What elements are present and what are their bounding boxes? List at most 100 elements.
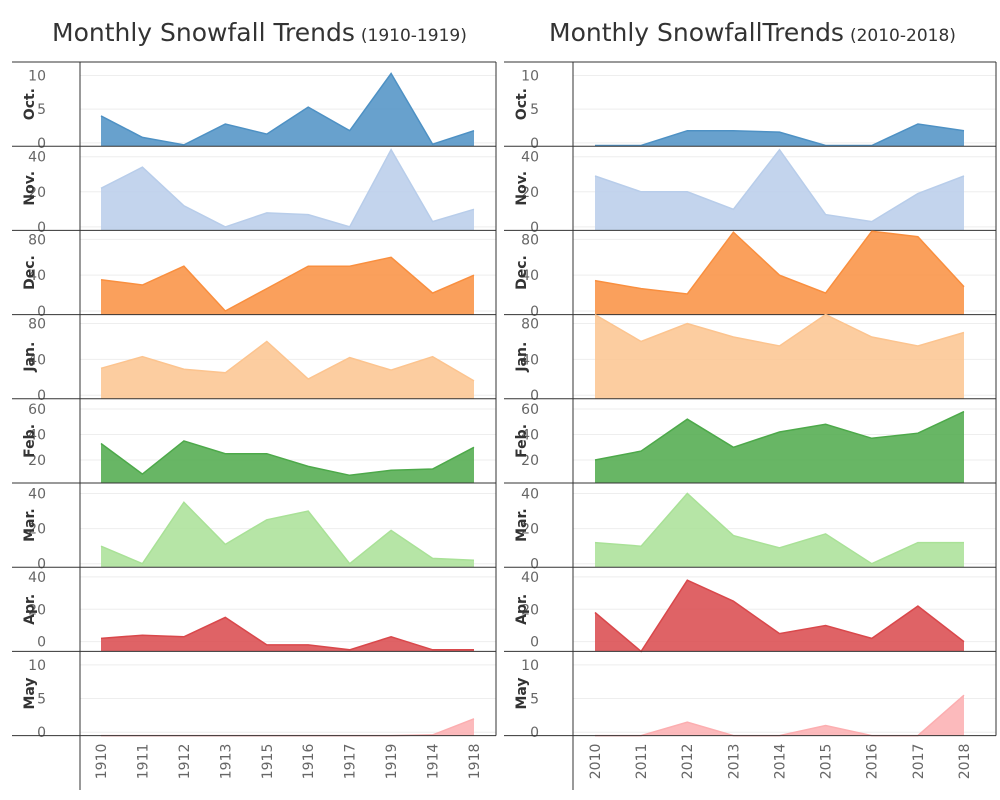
y-tick-label: 40	[28, 150, 46, 166]
y-tick-label: 0	[530, 635, 539, 651]
y-tick-label: 0	[530, 388, 539, 404]
y-tick-label: 80	[28, 317, 46, 333]
row-label: Jan.	[514, 342, 530, 373]
x-tick-label: 1915	[260, 744, 276, 780]
left-chart-title: Monthly Snowfall Trends (1910-1919)	[52, 18, 467, 47]
y-tick-label: 0	[37, 388, 46, 404]
row-label: May	[22, 677, 38, 709]
row-label: Jan.	[22, 342, 38, 373]
x-tick-label: 2016	[865, 744, 881, 780]
area-line	[100, 501, 475, 565]
x-tick-label: 2012	[680, 744, 696, 780]
y-tick-label: 0	[37, 136, 46, 152]
area-line	[594, 410, 965, 461]
y-tick-label: 40	[28, 428, 46, 444]
y-tick-label: 5	[530, 102, 539, 118]
area-1-oct	[595, 124, 964, 147]
y-tick-label: 0	[37, 635, 46, 651]
area-1-feb	[595, 411, 964, 483]
x-tick-label: 1914	[426, 744, 442, 780]
right-title-subtitle: (2010-2018)	[849, 26, 956, 46]
y-tick-label: 5	[530, 692, 539, 708]
y-tick-label: 20	[521, 453, 539, 469]
left-title-text: Monthly Snowfall Trends	[52, 18, 355, 47]
y-tick-label: 80	[521, 317, 539, 333]
y-tick-label: 0	[37, 304, 46, 320]
area-0-nov	[101, 149, 474, 231]
x-tick-label: 1917	[343, 744, 359, 780]
row-label: Dec.	[514, 255, 530, 290]
y-tick-label: 20	[28, 453, 46, 469]
y-tick-label: 40	[521, 352, 539, 368]
y-tick-label: 5	[37, 102, 46, 118]
y-tick-label: 0	[37, 725, 46, 741]
y-tick-label: 40	[521, 570, 539, 586]
row-label: Dec.	[22, 255, 38, 290]
x-tick-label: 1913	[218, 744, 234, 780]
x-tick-label: 2014	[773, 744, 789, 780]
x-tick-label: 1916	[301, 744, 317, 780]
y-tick-label: 10	[521, 658, 539, 674]
y-tick-label: 5	[37, 692, 46, 708]
area-0-feb	[101, 440, 474, 483]
area-line	[595, 694, 965, 737]
right-chart-title: Monthly SnowfallTrends (2010-2018)	[549, 18, 956, 47]
x-tick-label: 2011	[634, 744, 650, 780]
y-tick-label: 40	[521, 487, 539, 503]
area-0-jan	[101, 341, 474, 399]
row-label: Feb.	[22, 424, 38, 458]
y-tick-label: 40	[28, 487, 46, 503]
y-tick-label: 20	[521, 602, 539, 618]
right-title-text: Monthly SnowfallTrends	[549, 18, 844, 47]
y-tick-label: 0	[37, 557, 46, 573]
area-0-dec	[101, 257, 474, 315]
y-tick-label: 60	[28, 402, 46, 418]
y-tick-label: 40	[28, 352, 46, 368]
row-label: Feb.	[514, 424, 530, 458]
x-tick-label: 1911	[135, 744, 151, 780]
y-tick-label: 0	[530, 304, 539, 320]
y-tick-label: 20	[521, 522, 539, 538]
y-tick-label: 40	[28, 268, 46, 284]
area-1-dec	[595, 231, 964, 315]
y-tick-label: 20	[521, 185, 539, 201]
y-tick-label: 20	[28, 522, 46, 538]
x-tick-label: 1910	[94, 744, 110, 780]
x-tick-label: 2015	[819, 744, 835, 780]
row-label: Oct.	[514, 88, 530, 120]
y-tick-label: 0	[530, 725, 539, 741]
area-line	[594, 148, 965, 223]
y-tick-label: 80	[521, 232, 539, 248]
y-tick-label: 40	[521, 268, 539, 284]
area-1-apr	[595, 580, 964, 652]
y-tick-label: 60	[521, 402, 539, 418]
x-tick-label: 2018	[957, 744, 973, 780]
row-label: Mar.	[22, 508, 38, 542]
area-0-oct	[101, 73, 474, 147]
area-line	[594, 579, 965, 653]
x-tick-label: 2013	[726, 744, 742, 780]
area-line	[594, 492, 964, 565]
area-1-may	[595, 695, 964, 736]
x-tick-label: 1919	[384, 744, 400, 780]
x-tick-label: 1912	[177, 744, 193, 780]
y-tick-label: 10	[28, 658, 46, 674]
area-line	[100, 72, 475, 146]
area-line	[594, 313, 965, 347]
y-tick-label: 10	[521, 68, 539, 84]
x-tick-label: 1918	[467, 744, 483, 780]
y-tick-label: 10	[28, 68, 46, 84]
area-0-may	[101, 718, 474, 736]
area-0-mar	[101, 502, 474, 568]
y-tick-label: 0	[530, 136, 539, 152]
y-tick-label: 40	[28, 570, 46, 586]
y-tick-label: 0	[530, 557, 539, 573]
y-tick-label: 20	[28, 185, 46, 201]
area-line	[594, 230, 965, 295]
y-tick-label: 40	[521, 428, 539, 444]
y-tick-label: 0	[37, 220, 46, 236]
area-1-jan	[595, 314, 964, 399]
row-label: Nov.	[22, 171, 38, 206]
area-1-nov	[595, 149, 964, 231]
